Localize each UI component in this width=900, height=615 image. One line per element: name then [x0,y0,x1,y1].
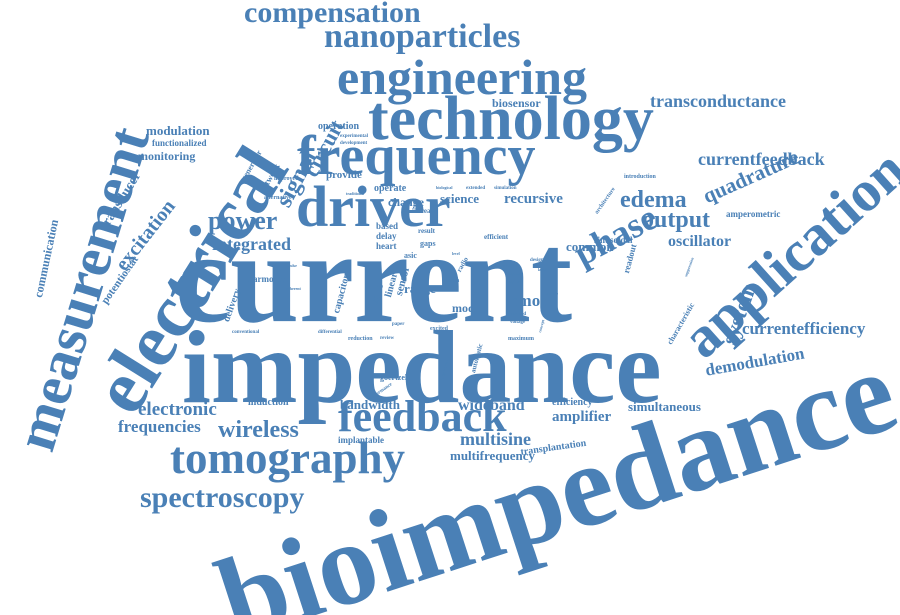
word-provide: provide [326,170,362,181]
word-suppression: suppression [684,257,695,277]
word-review: review [380,336,394,341]
word-implantable: implantable [338,436,384,445]
word-based: based [376,222,398,231]
word-biosensor: biosensor [492,97,541,109]
word-architecture: architecture [594,187,617,216]
word-amplifier: amplifier [552,410,611,425]
word-induction: induction [248,398,289,408]
word-operate: operate [374,184,406,194]
word-maximum: maximum [508,336,534,342]
word-harmonic: harmonic [248,275,285,284]
word-method: method [510,312,526,317]
word-design: design [530,258,544,263]
word-goertzel: goertzel [380,374,407,382]
word-development: development [340,141,367,146]
word-oscillator: oscillator [668,234,731,250]
word-sample: sample [546,292,558,296]
word-increase: increase [412,208,436,215]
word-conventional: conventional [232,330,259,335]
word-digital: digital [508,272,522,277]
word-result: result [418,228,435,235]
word-functionalized: functionalized [152,139,207,148]
word-improved: improved [274,176,299,182]
word-power: power [208,208,277,234]
word-heart: heart [376,242,397,251]
word-layer: layer [538,268,547,272]
word-cmos: cmos [510,292,547,309]
word-range: range [404,282,436,295]
word-engineering: engineering [337,52,587,102]
word-efficiency: efficiency [552,398,593,408]
word-excited: excited [430,326,448,332]
word-wideband: wideband [458,398,525,414]
word-edema: edema [620,188,687,212]
word-extended: extended [466,186,485,191]
word-introduction: introduction [624,174,656,180]
word-tested: tested [500,264,510,268]
word-area: area [448,278,459,284]
word-currentefficiency: currentefficiency [742,320,865,337]
word-level: level [452,252,460,256]
word-traditional: traditional [346,192,364,196]
word-coherent: coherent [286,287,301,291]
word-transconductance: transconductance [650,92,786,110]
word-biological: biological [436,186,452,190]
word-sinusoidal: sinusoidal [594,236,633,245]
word-paper: paper [392,322,405,327]
word-simultaneous: simultaneous [628,400,701,413]
word-gaps: gaps [420,240,436,248]
word-voltage: voltage [510,320,525,325]
word-experimental: experimental [340,134,368,139]
word-spectroscopy: spectroscopy [140,483,304,513]
word-efficient: efficient [484,234,508,241]
word-amperometric: amperometric [726,210,780,219]
word-delay: delay [376,232,397,241]
word-operation: operation [318,122,359,132]
word-simulation: simulation [494,186,517,191]
word-pulse: pulse [288,264,297,268]
word-alternative: alternative [264,195,292,201]
word-integrated: integrated [212,235,291,253]
word-multisine: multisine [460,430,531,448]
word-differential: differential [318,330,342,335]
word-currentfeedback: currentfeedback [698,150,825,168]
word-recursive: recursive [504,192,563,207]
word-asic: asic [404,252,417,260]
word-monitoring: monitoring [138,150,195,162]
word-modulation: modulation [146,124,210,137]
word-compensation: compensation [244,0,421,28]
word-frequencies: frequencies [118,418,201,435]
word-higher: higher [508,280,522,285]
word-wireless: wireless [218,418,299,442]
word-mode: mode [452,302,480,314]
word-science: science [440,192,479,205]
word-reduction: reduction [348,336,373,342]
